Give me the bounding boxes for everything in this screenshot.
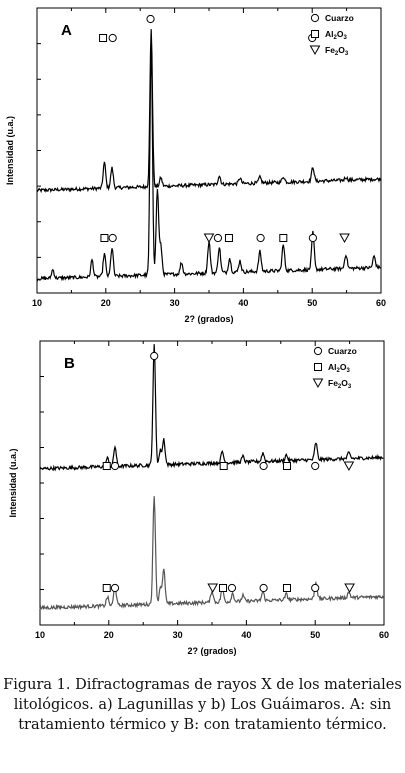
x-tick-label: 40 <box>238 298 248 308</box>
legend-label: Al2O3 <box>325 29 347 41</box>
cuarzo-marker <box>259 583 268 593</box>
y-axis-label: Intensidad (u.a.) <box>8 448 18 517</box>
cuarzo-marker <box>108 233 117 243</box>
diffractogram-series-1 <box>39 344 384 472</box>
legend-triangle-icon <box>312 378 324 389</box>
chart-panel-b: 10 20 30 40 50 60 2? (grados) Intensidad (u.a.)… <box>8 340 389 656</box>
legend-square-icon <box>314 363 322 371</box>
panel-label: A <box>61 22 72 39</box>
x-tick-label: 50 <box>307 298 317 308</box>
al2o3-marker <box>102 462 111 470</box>
fe2o3-marker <box>207 583 219 594</box>
x-tick-label: 60 <box>379 630 389 640</box>
diffractogram-series-1 <box>36 29 381 194</box>
cuarzo-marker <box>110 583 120 593</box>
fe2o3-marker <box>344 583 355 594</box>
legend-label: Al2O3 <box>328 362 350 374</box>
x-tick-label: 10 <box>32 298 42 308</box>
al2o3-marker <box>102 584 111 592</box>
x-axis-label: 2? (grados) <box>187 646 236 656</box>
x-axis-label: 2? (grados) <box>184 314 233 324</box>
cuarzo-marker <box>308 233 317 243</box>
cuarzo-marker <box>227 583 237 593</box>
diffractogram-series-2 <box>39 496 384 611</box>
legend-circle-icon <box>310 13 320 23</box>
x-tick-label: 10 <box>35 630 45 640</box>
x-tick-label: 30 <box>173 630 183 640</box>
chart-panel-a: 10 20 30 40 50 60 2? (grados) Intensidad (u.a.)… <box>5 7 386 324</box>
cuarzo-marker <box>256 233 265 243</box>
cuarzo-marker <box>259 461 268 471</box>
fe2o3-marker <box>343 461 355 472</box>
cuarzo-marker <box>150 351 159 361</box>
fe2o3-marker <box>339 233 350 244</box>
legend-label: Cuarzo <box>328 346 357 356</box>
legend-square-icon <box>311 30 319 38</box>
x-tick-label: 60 <box>376 298 386 308</box>
cuarzo-marker <box>146 14 155 24</box>
x-tick-label: 20 <box>101 298 111 308</box>
cuarzo-marker <box>311 583 320 593</box>
panel-label: B <box>64 355 75 372</box>
diffractogram-series-2 <box>36 45 381 282</box>
al2o3-marker <box>282 584 291 592</box>
y-axis-label: Intensidad (u.a.) <box>5 116 15 185</box>
al2o3-marker <box>99 34 108 42</box>
al2o3-marker <box>282 462 291 470</box>
legend-label: Cuarzo <box>325 13 354 23</box>
x-tick-label: 40 <box>241 630 251 640</box>
legend-label: Fe2O3 <box>325 45 349 57</box>
al2o3-marker <box>219 584 228 592</box>
legend-circle-icon <box>313 346 323 356</box>
figure-caption: Figura 1. Difractogramas de rayos X de l… <box>3 677 402 733</box>
fe2o3-marker <box>203 233 215 244</box>
cuarzo-marker <box>311 461 320 471</box>
x-tick-label: 20 <box>104 630 114 640</box>
cuarzo-marker <box>110 461 120 471</box>
cuarzo-marker <box>213 233 223 243</box>
legend-label: Fe2O3 <box>328 378 352 390</box>
al2o3-marker <box>279 234 288 242</box>
cuarzo-marker <box>108 33 117 43</box>
al2o3-marker <box>224 234 233 242</box>
x-tick-label: 30 <box>170 298 180 308</box>
al2o3-marker <box>219 462 228 470</box>
legend-triangle-icon <box>309 45 321 56</box>
al2o3-marker <box>100 234 109 242</box>
x-tick-label: 50 <box>310 630 320 640</box>
